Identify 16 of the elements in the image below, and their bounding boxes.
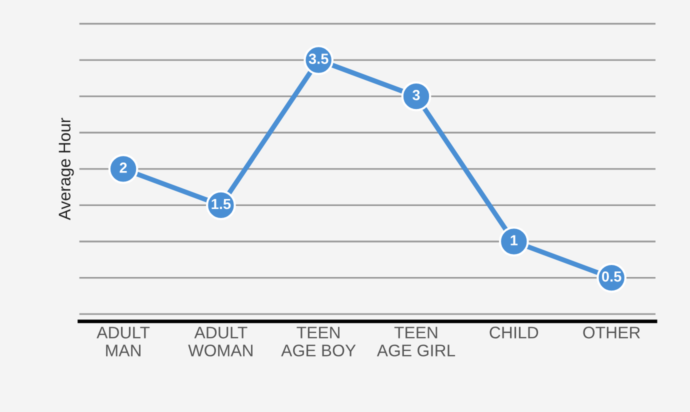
- data-label: 3.5: [308, 54, 328, 64]
- x-tick-label: CHILD: [490, 326, 538, 338]
- point: [401, 81, 432, 112]
- data-label: 2: [120, 162, 127, 173]
- x-tick-label: TEEN AGE GIRL: [376, 326, 456, 356]
- data-label: 1: [510, 235, 518, 246]
- data-label: 0.5: [602, 271, 622, 282]
- x-tick-label: ADULT WOMAN: [188, 326, 252, 356]
- y-axis-title: Average Hour: [58, 118, 74, 220]
- x-tick-label: ADULT MAN: [96, 326, 150, 356]
- data-label: 3: [412, 90, 420, 100]
- data-label: 1.5: [212, 198, 231, 210]
- point: [498, 226, 529, 256]
- point: [108, 154, 138, 184]
- x-tick-label: TEEN AGE BOY: [281, 326, 356, 356]
- x-tick-label: OTHER: [583, 326, 640, 338]
